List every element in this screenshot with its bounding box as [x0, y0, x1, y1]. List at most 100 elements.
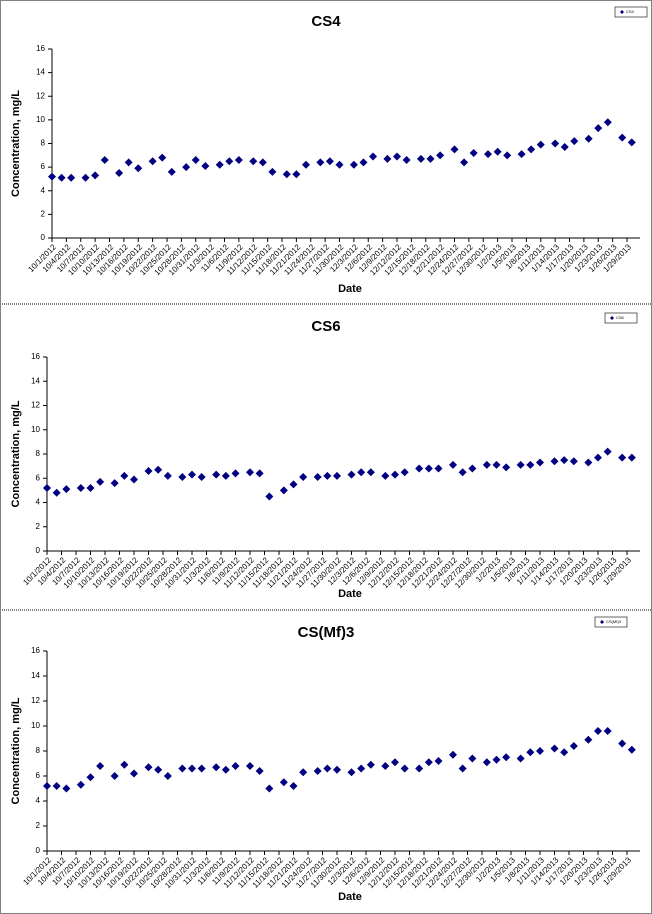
- data-point: [279, 486, 288, 495]
- legend-label: CS4: [626, 9, 635, 14]
- data-point: [434, 757, 443, 765]
- data-point: [347, 768, 356, 777]
- data-point: [560, 143, 569, 152]
- data-point: [550, 744, 559, 753]
- data-point: [492, 755, 501, 764]
- data-point: [627, 138, 636, 147]
- y-tick-label: 6: [36, 771, 41, 780]
- data-point: [212, 470, 221, 479]
- data-point: [96, 477, 105, 486]
- data-point: [458, 468, 467, 477]
- data-point: [436, 151, 445, 160]
- data-point: [560, 748, 569, 757]
- data-point: [584, 134, 593, 143]
- legend-marker: [610, 316, 614, 320]
- data-point: [366, 760, 375, 769]
- y-tick-label: 4: [36, 796, 41, 805]
- data-point: [527, 145, 536, 154]
- data-point: [299, 473, 308, 482]
- chart-title: CS6: [311, 318, 340, 335]
- data-point: [503, 151, 512, 160]
- y-tick-label: 10: [31, 721, 40, 730]
- y-tick-label: 14: [31, 671, 40, 680]
- data-point: [618, 453, 627, 462]
- data-point: [424, 464, 433, 473]
- data-point: [52, 782, 61, 790]
- data-point: [313, 767, 322, 775]
- legend-box: [604, 312, 638, 324]
- data-point: [258, 158, 267, 167]
- data-point: [301, 160, 310, 169]
- data-point: [536, 140, 545, 149]
- data-point: [282, 170, 291, 179]
- data-point: [144, 763, 153, 772]
- data-point: [124, 158, 133, 167]
- data-point: [197, 473, 206, 482]
- data-point: [584, 458, 593, 467]
- chart-title: CS4: [311, 13, 341, 30]
- x-axis-title: Date: [338, 891, 362, 903]
- data-point: [400, 468, 409, 477]
- chart-title: CS(Mf)3: [298, 624, 355, 641]
- data-point: [299, 768, 308, 777]
- data-point: [191, 156, 200, 165]
- data-point: [415, 764, 424, 773]
- data-point: [316, 158, 325, 167]
- data-point: [289, 480, 298, 489]
- data-point: [178, 473, 187, 482]
- data-point: [100, 156, 109, 165]
- data-point: [167, 167, 176, 176]
- data-point: [415, 464, 424, 473]
- data-point: [333, 471, 341, 480]
- data-point: [43, 483, 51, 492]
- data-point: [144, 466, 153, 475]
- y-tick-label: 4: [36, 498, 41, 507]
- data-point: [279, 778, 288, 787]
- y-tick-label: 12: [31, 401, 40, 410]
- data-point: [416, 154, 425, 163]
- data-point: [550, 457, 559, 466]
- data-point: [48, 172, 56, 181]
- y-tick-label: 14: [31, 376, 40, 385]
- data-point: [536, 747, 544, 755]
- data-point: [618, 739, 627, 748]
- y-axis-title: Concentration, mg/L: [10, 90, 22, 197]
- data-point: [526, 460, 535, 469]
- data-point: [188, 470, 196, 479]
- data-point: [502, 753, 511, 762]
- y-tick-label: 16: [36, 44, 45, 53]
- data-point: [493, 147, 502, 156]
- data-point: [255, 469, 264, 478]
- data-point: [627, 745, 636, 754]
- y-tick-label: 16: [31, 646, 40, 655]
- data-point: [265, 784, 274, 793]
- data-point: [357, 468, 366, 477]
- data-point: [120, 471, 129, 480]
- data-point: [516, 754, 525, 763]
- data-point: [381, 762, 390, 770]
- data-point: [154, 765, 163, 774]
- y-tick-label: 8: [41, 139, 46, 148]
- data-point: [91, 171, 100, 180]
- y-tick-label: 6: [36, 473, 41, 482]
- y-tick-label: 0: [36, 546, 41, 555]
- data-point: [603, 118, 612, 127]
- y-tick-label: 6: [41, 162, 46, 171]
- data-point: [323, 471, 332, 480]
- legend-box: [594, 616, 628, 628]
- data-point: [221, 471, 230, 480]
- data-point: [458, 764, 467, 773]
- data-point: [67, 173, 76, 182]
- data-point: [391, 758, 399, 767]
- data-point: [603, 447, 612, 456]
- y-tick-label: 4: [41, 186, 46, 195]
- data-point: [231, 762, 240, 770]
- data-point: [249, 157, 258, 166]
- data-point: [369, 152, 378, 161]
- data-point: [76, 483, 85, 492]
- data-point: [130, 769, 138, 778]
- data-point: [560, 456, 569, 465]
- y-tick-label: 2: [41, 209, 46, 218]
